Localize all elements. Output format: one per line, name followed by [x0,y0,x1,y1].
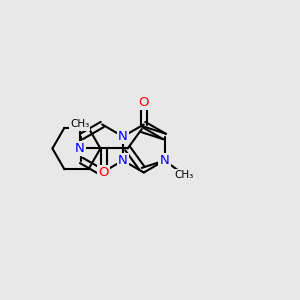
Text: N: N [75,142,85,155]
Text: N: N [118,130,128,143]
Text: N: N [118,154,128,167]
Text: O: O [98,166,109,179]
Text: N: N [160,154,170,167]
Text: N: N [118,154,128,167]
Text: CH₃: CH₃ [174,169,194,180]
Text: O: O [139,95,149,109]
Text: CH₃: CH₃ [70,119,89,130]
